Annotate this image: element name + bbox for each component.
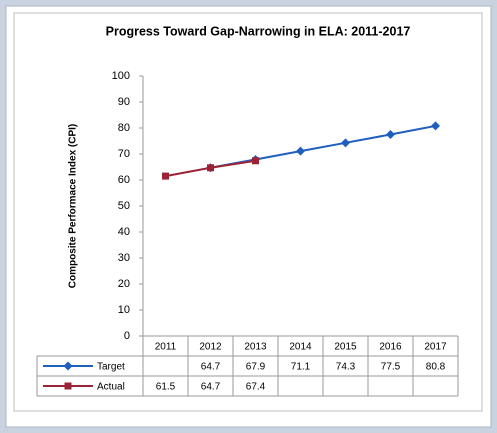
chart-title: Progress Toward Gap-Narrowing in ELA: 20… — [106, 24, 411, 38]
table-value: 74.3 — [336, 362, 356, 373]
y-tick-label: 10 — [118, 304, 130, 316]
y-tick-label: 0 — [124, 330, 130, 342]
legend-label: Actual — [97, 382, 125, 393]
series-line — [210, 124, 436, 169]
table-value: 61.5 — [156, 382, 176, 393]
y-tick-label: 70 — [118, 148, 130, 160]
y-tick-label: 100 — [112, 70, 130, 82]
point — [296, 146, 305, 156]
x-tick-label: 2013 — [244, 342, 267, 353]
point — [386, 130, 395, 139]
table-value: 71.1 — [291, 362, 311, 373]
legend-label: Target — [97, 362, 125, 373]
table-value: 67.4 — [246, 382, 266, 393]
y-tick-label: 40 — [118, 226, 130, 238]
legend-marker — [63, 361, 73, 371]
x-tick-label: 2014 — [289, 342, 312, 353]
table-value: 64.7 — [201, 382, 221, 393]
table-value: 77.5 — [381, 362, 401, 373]
table-value: 80.8 — [426, 362, 446, 373]
point — [431, 121, 440, 131]
y-axis-label: Composite Performace Index (CPI) — [68, 124, 79, 288]
point — [252, 157, 259, 165]
x-tick-label: 2015 — [334, 342, 357, 353]
legend-marker — [64, 382, 72, 390]
y-tick-label: 80 — [118, 122, 130, 134]
x-tick-label: 2011 — [155, 342, 177, 353]
x-tick-label: 2016 — [379, 342, 402, 353]
y-tick-label: 50 — [118, 200, 130, 212]
chart-area — [13, 12, 483, 412]
table-value: 67.9 — [246, 362, 266, 373]
y-tick-label: 90 — [118, 96, 130, 108]
y-tick-label: 20 — [118, 278, 130, 290]
point — [207, 164, 214, 172]
x-tick-label: 2012 — [199, 342, 222, 353]
y-tick-label: 60 — [118, 174, 130, 186]
x-tick-label: 2017 — [424, 342, 447, 353]
table-value: 64.7 — [201, 362, 221, 373]
y-tick-label: 30 — [118, 252, 130, 264]
point — [341, 138, 350, 148]
point — [162, 172, 169, 180]
